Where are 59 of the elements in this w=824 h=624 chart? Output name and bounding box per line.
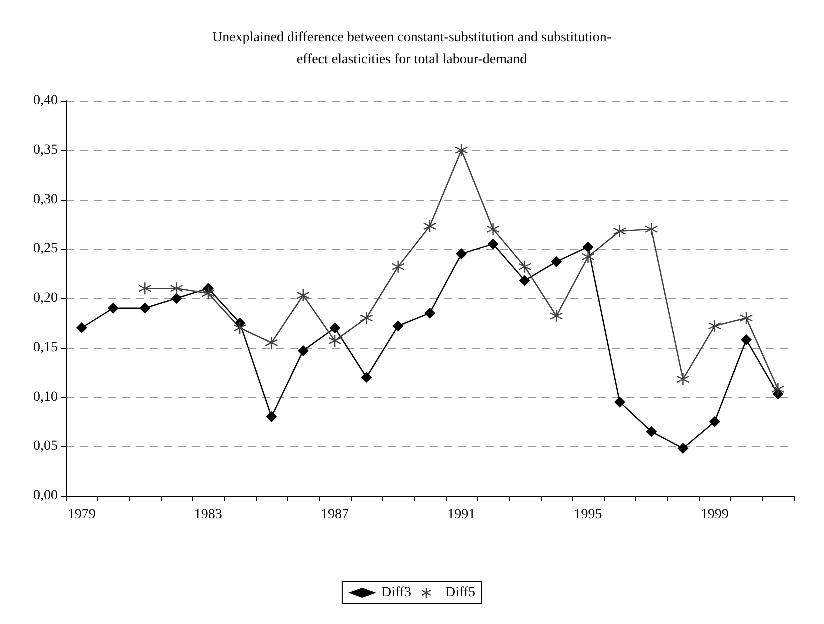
point [296,288,310,302]
point [298,345,309,356]
point [646,426,658,438]
point [392,260,405,274]
y-tick-label: 0,00 [34,488,58,504]
point [708,320,722,333]
x-tick-label: 1991 [448,508,476,522]
point [678,443,689,454]
point [518,260,532,274]
y-tick-label: 0,25 [34,242,58,257]
point [233,322,247,335]
y-tick-label: 0,05 [34,439,58,454]
chart-title: Unexplained difference between constant-substitution and substitution- effect elasticities for total labour-demand [212,30,612,68]
point [76,322,88,334]
y-tick-label: 0,30 [34,192,58,208]
point [108,302,119,314]
point [676,372,690,386]
point [171,293,182,304]
point [582,250,595,264]
point [519,275,530,286]
point [456,248,468,260]
point [644,222,658,236]
point [138,282,152,296]
point [170,282,184,296]
y-tick-label: 0,20 [34,291,58,306]
point [424,308,436,319]
y-tick-label: 0,35 [34,142,58,158]
point [392,320,404,332]
point [613,224,627,238]
legend-label: Diff5 [445,586,476,600]
point [486,222,500,236]
point [550,310,564,323]
point [740,312,754,325]
y-tick-label: 0,40 [34,94,58,108]
point [360,312,374,325]
point [265,336,278,350]
point [709,416,720,428]
legend-label: Diff3 [381,586,412,600]
x-tick-label: 1979 [68,508,96,522]
point [361,372,372,383]
point [330,322,341,334]
y-tick-label: 0,15 [34,340,58,356]
point [266,412,278,422]
x-tick-label: 1995 [574,508,602,522]
point [488,238,499,250]
point [328,334,342,348]
point [140,302,151,314]
x-tick-label: 1987 [321,508,350,522]
point [551,256,562,268]
point [455,144,468,157]
point [741,334,752,346]
y-tick-label: 0,10 [34,390,58,405]
point [423,220,437,234]
x-tick-label: 1999 [700,508,729,522]
point [614,396,626,408]
point [582,242,594,253]
x-tick-label: 1983 [194,508,222,522]
point [772,382,785,396]
point [202,286,216,300]
